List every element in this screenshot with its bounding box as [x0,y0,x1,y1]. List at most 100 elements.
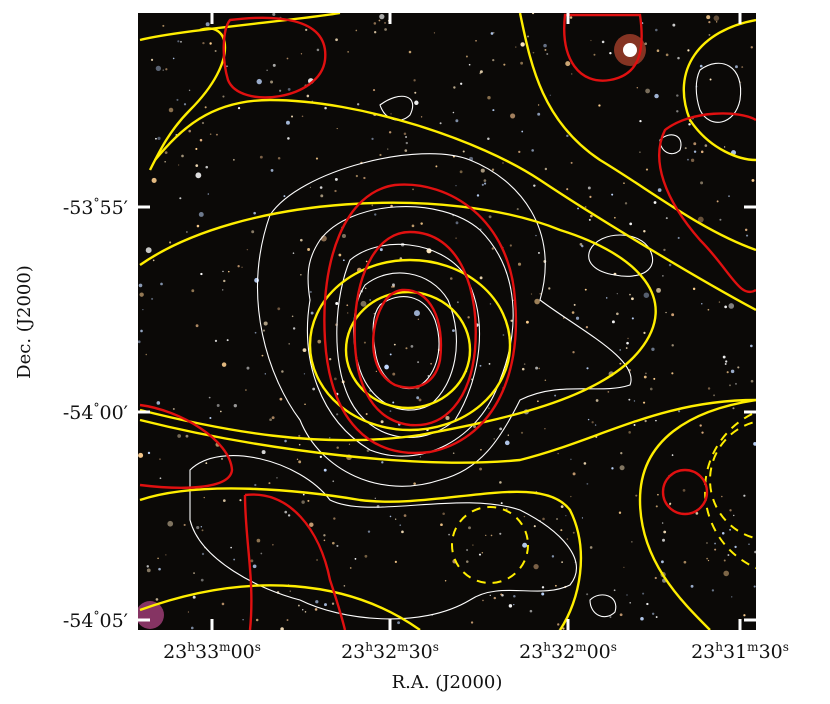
star [488,407,490,410]
star [560,529,563,532]
star [508,604,513,608]
star [470,621,474,624]
star [223,279,226,283]
tick-label-part: 23 [163,641,187,663]
star [583,462,587,465]
star [336,127,338,130]
star [379,13,385,20]
star [520,61,524,65]
star [307,248,311,251]
white-contour [189,455,577,620]
yellow-contours [139,13,756,630]
star [394,518,397,520]
star [626,341,629,345]
star [665,217,668,220]
star [618,511,622,514]
star [298,460,302,464]
star [316,559,318,561]
star [279,89,282,92]
star [336,544,339,547]
star [375,370,378,373]
star [693,142,697,146]
star [611,193,614,196]
star [298,443,301,446]
star [488,215,492,219]
star [493,596,497,600]
star [334,189,337,193]
star [192,595,196,599]
star [323,468,327,472]
star [525,320,529,324]
star [319,455,322,459]
star [480,448,482,451]
star [716,21,718,23]
star [671,372,674,375]
star [594,424,597,426]
star [334,377,337,381]
star [669,502,672,505]
star [562,627,565,630]
star [735,65,738,69]
star [165,554,167,556]
star [551,555,555,558]
tick-label-unit: ° [94,196,100,210]
star [195,172,202,179]
star [556,518,558,520]
star [374,31,377,34]
tick-label-part: 32 [373,641,397,663]
star [510,319,513,322]
star [500,502,503,505]
star [310,311,314,315]
star [317,339,322,344]
star [672,23,676,27]
white-contours [189,62,742,620]
star [619,349,622,351]
star [678,410,681,413]
star [419,456,421,458]
star [475,39,477,42]
star [549,94,551,96]
star [727,554,730,557]
star [707,559,710,562]
star [655,28,658,32]
red-contour [658,112,756,294]
star [369,299,372,301]
star [417,318,420,321]
star [365,413,368,416]
star [253,211,256,215]
star [455,221,459,225]
star [662,538,666,542]
star [704,144,708,147]
star [590,39,592,42]
star [307,499,310,502]
star [205,165,209,169]
star [591,421,594,424]
star [535,234,537,237]
star [699,64,703,68]
star [299,238,303,242]
star [521,130,524,133]
star [142,309,144,311]
star [544,428,546,430]
star [655,419,657,422]
star [371,204,374,207]
star [537,104,540,106]
star [181,154,184,158]
star [593,53,596,56]
star [440,523,443,527]
star [657,493,659,496]
star [711,589,715,592]
star [548,287,551,290]
star [380,420,384,424]
star [489,303,492,305]
yellow-contour [139,487,583,630]
star [521,367,525,371]
star [167,520,174,527]
x-tick-label: 23h32m00s [519,640,617,663]
star [188,129,191,133]
star [537,400,539,403]
star [250,559,254,563]
star [500,593,503,596]
star [420,116,423,118]
star [379,248,383,252]
